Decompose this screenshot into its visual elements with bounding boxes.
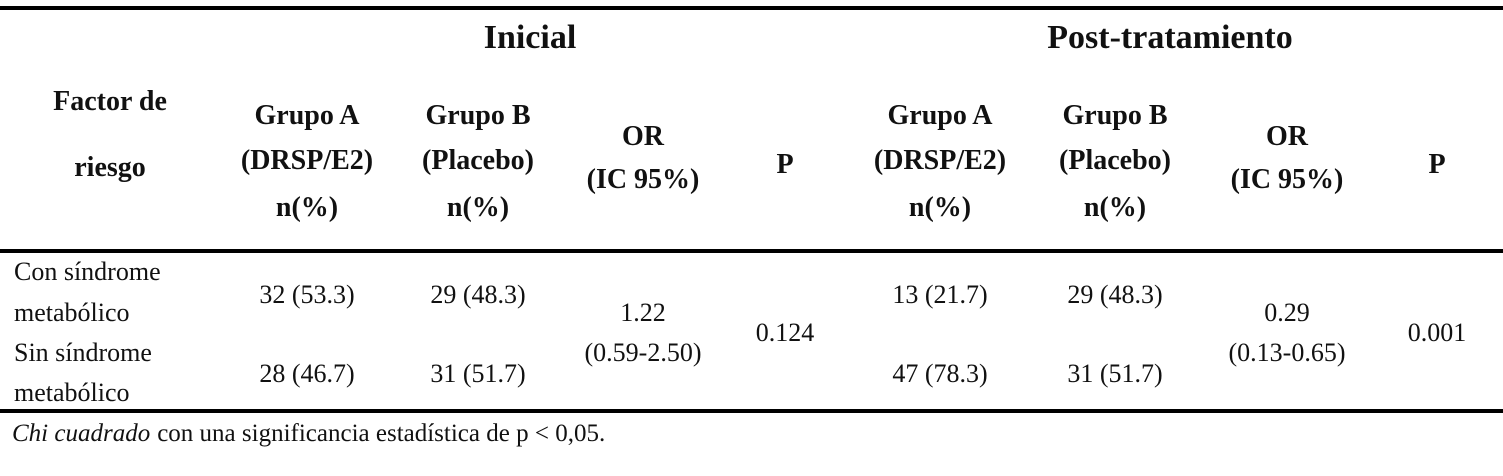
- cell: 29 (48.3): [430, 280, 526, 309]
- row-factor: metabólico: [14, 378, 130, 407]
- or-value: (0.59-2.50): [584, 338, 702, 367]
- cell: 31 (51.7): [430, 359, 526, 388]
- p-value: 0.001: [1407, 318, 1467, 347]
- column-header: Grupo B: [1062, 100, 1168, 131]
- or-value: 0.29: [1264, 298, 1310, 327]
- footnote-text: con una significancia estadística de p <…: [157, 420, 606, 447]
- factor-header: riesgo: [74, 152, 146, 183]
- column-header: (IC 95%): [1230, 164, 1344, 195]
- cell: 29 (48.3): [1067, 280, 1163, 309]
- column-header: Grupo A: [254, 100, 360, 131]
- row-factor: Con síndrome: [14, 257, 161, 286]
- column-header: Grupo B: [425, 100, 531, 131]
- column-header: Grupo A: [887, 100, 993, 131]
- column-header: n(%): [275, 192, 339, 223]
- row-factor: metabólico: [14, 298, 130, 327]
- column-header: n(%): [446, 192, 510, 223]
- column-header: P: [1428, 149, 1446, 180]
- column-header: (IC 95%): [586, 164, 700, 195]
- column-header: P: [776, 149, 794, 180]
- footnote-italic: Chi cuadrado: [12, 420, 151, 447]
- row-factor: Sin síndrome: [14, 338, 152, 367]
- or-value: (0.13-0.65): [1228, 338, 1346, 367]
- cell: 32 (53.3): [259, 280, 355, 309]
- top-rule: [0, 6, 1503, 10]
- p-value: 0.124: [755, 318, 815, 347]
- cell: 13 (21.7): [892, 280, 988, 309]
- column-header: (DRSP/E2): [873, 145, 1007, 176]
- bottom-rule: [0, 409, 1503, 413]
- column-header: OR: [622, 121, 664, 152]
- group-header: Post-tratamiento: [1047, 19, 1293, 56]
- column-header: OR: [1266, 121, 1308, 152]
- footnote: Chi cuadrado con una significancia estadí…: [12, 420, 605, 448]
- column-header: n(%): [908, 192, 972, 223]
- header-rule: [0, 249, 1503, 253]
- column-header: (Placebo): [1059, 145, 1171, 176]
- column-header: n(%): [1083, 192, 1147, 223]
- factor-header: Factor de: [53, 86, 167, 117]
- column-header: (Placebo): [422, 145, 534, 176]
- column-header: (DRSP/E2): [240, 145, 374, 176]
- group-header: Inicial: [483, 19, 577, 56]
- cell: 28 (46.7): [259, 359, 355, 388]
- or-value: 1.22: [620, 298, 666, 327]
- cell: 31 (51.7): [1067, 359, 1163, 388]
- cell: 47 (78.3): [892, 359, 988, 388]
